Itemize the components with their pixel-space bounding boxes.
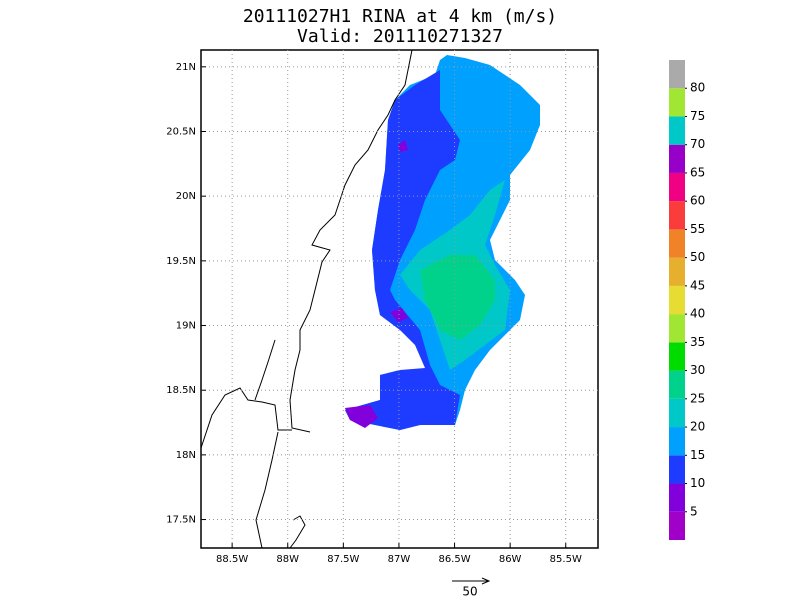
y-tick-label: 21N: [176, 62, 196, 73]
colorbar-box: [669, 398, 685, 428]
coastline: [289, 515, 306, 549]
colorbar-box: [669, 427, 685, 456]
coastline: [200, 49, 413, 549]
colorbar-box: [669, 116, 685, 145]
colorbar-box: [669, 144, 685, 173]
colorbar-box: [669, 314, 685, 343]
subtitle: Valid: 201110271327: [297, 26, 503, 47]
colorbar-box: [669, 172, 685, 202]
x-tick-label: 88W: [276, 554, 299, 565]
colorbar-label: 35: [690, 335, 705, 349]
colorbar-label: 70: [690, 137, 705, 151]
x-tick-label: 85.5W: [550, 554, 582, 565]
colorbar-box: [669, 285, 685, 315]
colorbar-box: [669, 511, 685, 540]
wind-speed-field: [345, 55, 540, 430]
speed-region: [390, 308, 408, 322]
colorbar-label: 50: [690, 250, 705, 264]
coastline: [254, 339, 276, 401]
colorbar-box: [669, 483, 685, 512]
reference-arrow-head: [481, 577, 491, 585]
colorbar-box: [669, 60, 685, 89]
coastline: [200, 387, 292, 449]
colorbar-label: 55: [690, 222, 705, 236]
x-tick-label: 87.5W: [327, 554, 359, 565]
colorbar-box: [669, 229, 685, 258]
speed-region: [345, 405, 378, 428]
y-tick-label: 20.5N: [166, 126, 196, 137]
colorbar-label: 30: [690, 363, 705, 377]
colorbar-label: 20: [690, 420, 705, 434]
colorbar-label: 75: [690, 109, 705, 123]
colorbar-label: 25: [690, 391, 705, 405]
coastline: [289, 49, 413, 433]
y-tick-label: 19.5N: [166, 256, 196, 267]
colorbar-label: 80: [690, 81, 705, 95]
y-tick-label: 20N: [176, 191, 196, 202]
colorbar-label: 65: [690, 165, 705, 179]
speed-region: [398, 140, 408, 152]
colorbar-box: [669, 342, 685, 371]
colorbar-box: [669, 88, 685, 117]
y-tick-label: 17.5N: [166, 515, 196, 526]
colorbar-box: [669, 201, 685, 230]
y-tick-label: 19N: [176, 321, 196, 332]
plot-frame: [200, 49, 599, 549]
y-tick-label: 18N: [176, 450, 196, 461]
x-tick-label: 86W: [499, 554, 522, 565]
coastline: [255, 431, 279, 549]
speed-region: [345, 70, 460, 430]
x-tick-label: 88.5W: [216, 554, 248, 565]
x-tick-label: 86.5W: [438, 554, 470, 565]
title: 20111027H1 RINA at 4 km (m/s): [243, 6, 557, 27]
colorbar-label: 15: [690, 448, 705, 462]
colorbar-box: [669, 370, 685, 399]
colorbar-label: 40: [690, 307, 705, 321]
colorbar-label: 10: [690, 476, 705, 490]
colorbar-box: [669, 257, 685, 286]
reference-vector: 50: [452, 577, 491, 599]
y-tick-label: 18.5N: [166, 385, 196, 396]
x-tick-label: 87W: [388, 554, 411, 565]
colorbar-label: 45: [690, 278, 705, 292]
reference-label: 50: [462, 585, 477, 599]
colorbar-label: 5: [690, 504, 698, 518]
colorbar-label: 60: [690, 194, 705, 208]
speed-region: [420, 255, 495, 340]
colorbar-box: [669, 455, 685, 484]
